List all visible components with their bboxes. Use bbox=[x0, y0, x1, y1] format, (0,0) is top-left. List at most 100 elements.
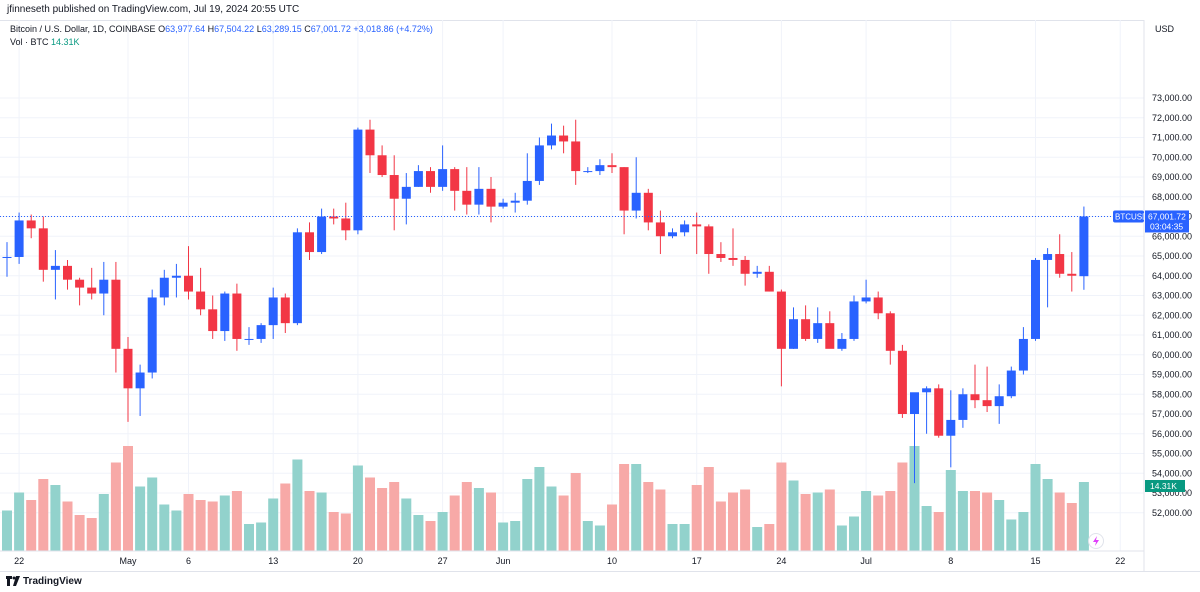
candle-body bbox=[413, 171, 423, 187]
x-tick-label: 24 bbox=[776, 556, 786, 566]
candle bbox=[668, 228, 677, 239]
price-badge-bg bbox=[1145, 210, 1189, 233]
candle-body bbox=[498, 202, 508, 207]
volume-value: 14.31K bbox=[51, 37, 80, 47]
currency-label: USD bbox=[1155, 24, 1175, 34]
candle bbox=[728, 228, 738, 266]
y-tick-label: 70,000.00 bbox=[1152, 152, 1192, 162]
volume-bar bbox=[38, 479, 49, 551]
candle bbox=[438, 145, 448, 191]
candle-body bbox=[2, 256, 12, 258]
candle bbox=[510, 192, 520, 213]
candle bbox=[474, 167, 484, 215]
candle-body bbox=[256, 325, 266, 339]
volume-bar bbox=[389, 482, 400, 551]
candle-body bbox=[220, 293, 230, 332]
candle-body bbox=[196, 291, 206, 310]
volume-bar bbox=[582, 521, 593, 551]
volume-bar bbox=[365, 477, 375, 551]
volume-bar bbox=[256, 522, 267, 551]
candle-body bbox=[268, 297, 278, 326]
y-tick-label: 71,000.00 bbox=[1152, 133, 1192, 143]
volume-bar bbox=[135, 486, 146, 551]
volume-bar bbox=[183, 494, 194, 551]
candle-body bbox=[1043, 254, 1053, 260]
candle-body bbox=[438, 169, 448, 187]
candle bbox=[946, 390, 956, 468]
ohlc-legend: Bitcoin / U.S. Dollar, 1D, COINBASE O63,… bbox=[10, 24, 433, 34]
candle bbox=[232, 283, 242, 351]
candle-body bbox=[583, 171, 593, 173]
candle bbox=[801, 305, 811, 341]
open-label: O bbox=[158, 24, 166, 34]
candle bbox=[631, 157, 641, 219]
volume-bar bbox=[885, 491, 896, 551]
footer-bar: TradingView bbox=[0, 571, 1200, 592]
volume-bar bbox=[800, 494, 811, 551]
candle bbox=[970, 364, 980, 409]
candle bbox=[716, 242, 726, 262]
volume-bar bbox=[970, 491, 980, 551]
candle-body bbox=[897, 350, 907, 414]
candle bbox=[280, 293, 290, 334]
symbol-title[interactable]: Bitcoin / U.S. Dollar, 1D, COINBASE bbox=[10, 24, 156, 34]
candle bbox=[50, 250, 60, 300]
y-tick-label: 61,000.00 bbox=[1152, 330, 1192, 340]
candle bbox=[171, 263, 181, 298]
candle bbox=[837, 333, 847, 351]
volume-bar bbox=[510, 521, 521, 551]
candle bbox=[111, 261, 121, 373]
price-chart[interactable]: 52,000.00 53,000.00 54,000.00 55,000.00 56,0… bbox=[0, 20, 1200, 571]
volume-bar bbox=[26, 500, 37, 551]
tradingview-logo-icon[interactable] bbox=[6, 576, 20, 588]
candle-body bbox=[1079, 216, 1089, 277]
candle-body bbox=[643, 192, 653, 223]
candle bbox=[123, 336, 133, 422]
volume-bar bbox=[1054, 492, 1065, 551]
candle-body bbox=[837, 338, 847, 349]
y-tick-label: 56,000.00 bbox=[1152, 429, 1192, 439]
candle-body bbox=[63, 265, 72, 280]
candle-body bbox=[680, 224, 690, 233]
x-tick-label: 6 bbox=[186, 556, 191, 566]
symbol-badge-label: BTCUSD bbox=[1115, 212, 1148, 221]
time-axis: 22 May 6 13 20 27 Jun 10 17 24 Jul 8 15 22 bbox=[0, 550, 1144, 566]
candle-body bbox=[377, 155, 387, 176]
y-tick-label: 72,000.00 bbox=[1152, 113, 1192, 123]
candle bbox=[426, 167, 435, 193]
candle bbox=[1018, 327, 1028, 375]
volume-bar bbox=[352, 465, 363, 551]
candle-body bbox=[50, 265, 60, 270]
tradingview-brand[interactable]: TradingView bbox=[23, 576, 82, 587]
volume-bar bbox=[1006, 519, 1017, 551]
price-axis-bg bbox=[1144, 20, 1200, 571]
volume-bar bbox=[219, 495, 230, 551]
volume-bar bbox=[607, 504, 617, 551]
candle bbox=[958, 388, 968, 428]
chart-area[interactable]: 52,000.00 53,000.00 54,000.00 55,000.00 56,0… bbox=[0, 20, 1200, 571]
volume-bar bbox=[691, 485, 702, 551]
candle bbox=[135, 364, 145, 416]
volume-bar bbox=[498, 522, 509, 551]
candle-body bbox=[801, 319, 811, 339]
volume-label[interactable]: Vol · BTC bbox=[10, 37, 49, 47]
candle-body bbox=[655, 222, 665, 237]
x-tick-label: 13 bbox=[268, 556, 278, 566]
volume-bar bbox=[2, 510, 12, 551]
candle bbox=[922, 386, 932, 434]
candle-body bbox=[825, 323, 835, 349]
candles bbox=[2, 119, 1089, 484]
candle bbox=[607, 153, 617, 174]
volume-bar bbox=[280, 483, 291, 551]
volume-bar bbox=[304, 491, 315, 551]
volume-legend: Vol · BTC 14.31K bbox=[10, 37, 80, 47]
candle-body bbox=[353, 129, 363, 231]
volume-bar bbox=[655, 489, 666, 551]
candle bbox=[643, 188, 653, 231]
volume-bar bbox=[861, 491, 872, 551]
volume-bar bbox=[1078, 482, 1089, 551]
lightning-icon[interactable] bbox=[1088, 533, 1104, 549]
candle-body bbox=[728, 257, 738, 260]
candle bbox=[982, 366, 992, 413]
volume-bar bbox=[268, 498, 279, 551]
